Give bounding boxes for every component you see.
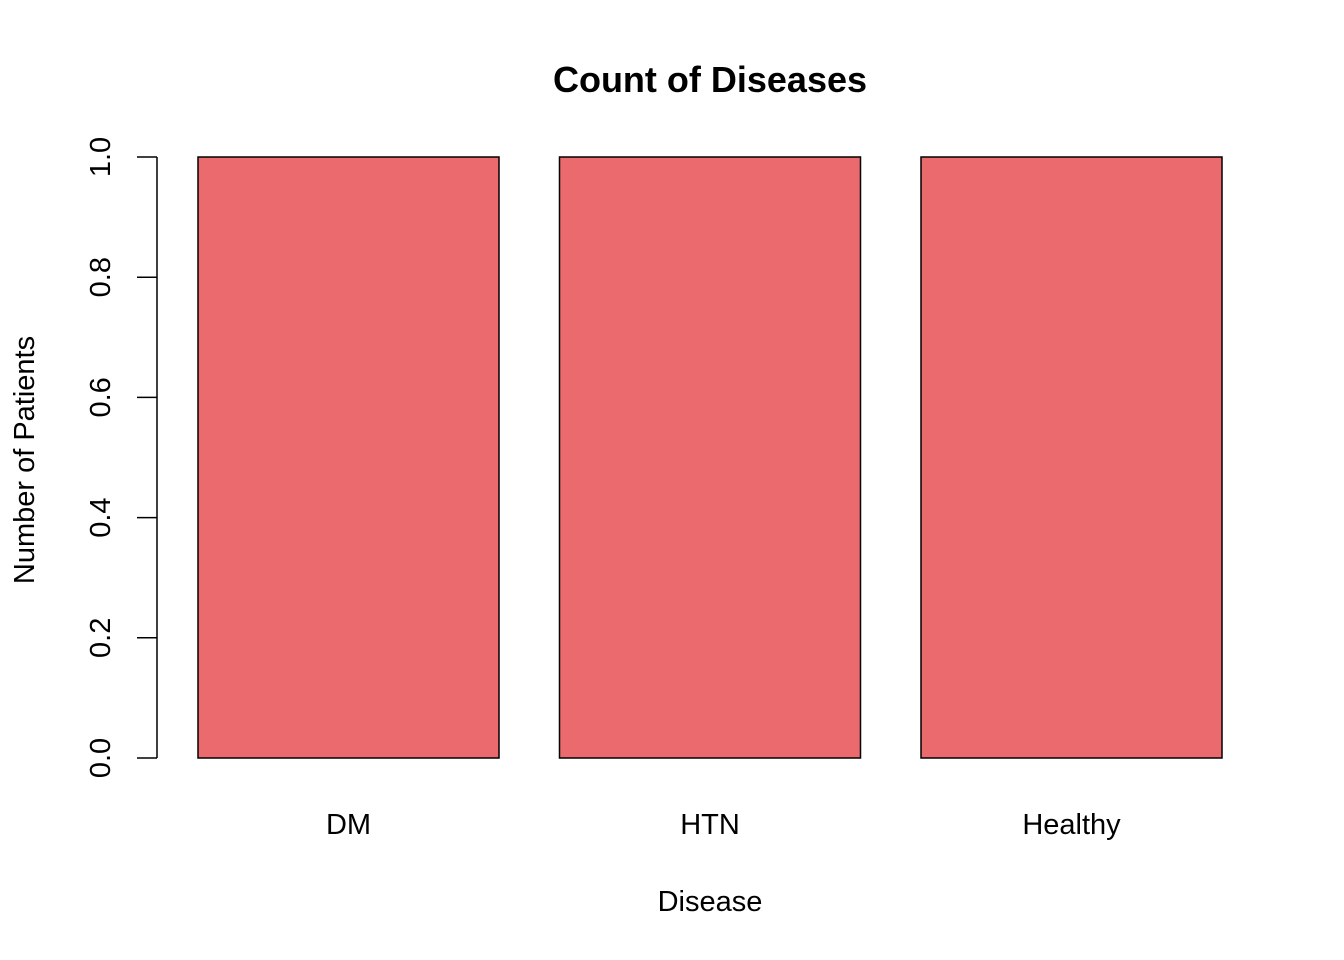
y-tick-label: 1.0 xyxy=(85,137,117,177)
bar-dm xyxy=(197,156,500,759)
x-tick-label-dm: DM xyxy=(326,809,371,841)
x-category-labels: DM HTN Healthy xyxy=(326,809,1121,841)
y-tick-label: 0.0 xyxy=(85,738,117,778)
bar-healthy xyxy=(920,156,1223,759)
y-axis-label: Number of Patients xyxy=(9,336,41,584)
y-tick-label: 0.6 xyxy=(85,377,117,417)
y-tick-label: 0.4 xyxy=(85,497,117,537)
y-axis: 0.0 0.2 0.4 0.6 0.8 1.0 xyxy=(85,137,158,778)
chart-title: Count of Diseases xyxy=(553,59,867,100)
bars-group xyxy=(197,156,1223,759)
bar-htn xyxy=(558,156,862,759)
x-tick-label-htn: HTN xyxy=(680,809,740,841)
y-tick-label: 0.2 xyxy=(85,618,117,658)
x-axis-label: Disease xyxy=(658,886,763,918)
x-tick-label-healthy: Healthy xyxy=(1022,809,1121,841)
y-tick-label: 0.8 xyxy=(85,257,117,297)
